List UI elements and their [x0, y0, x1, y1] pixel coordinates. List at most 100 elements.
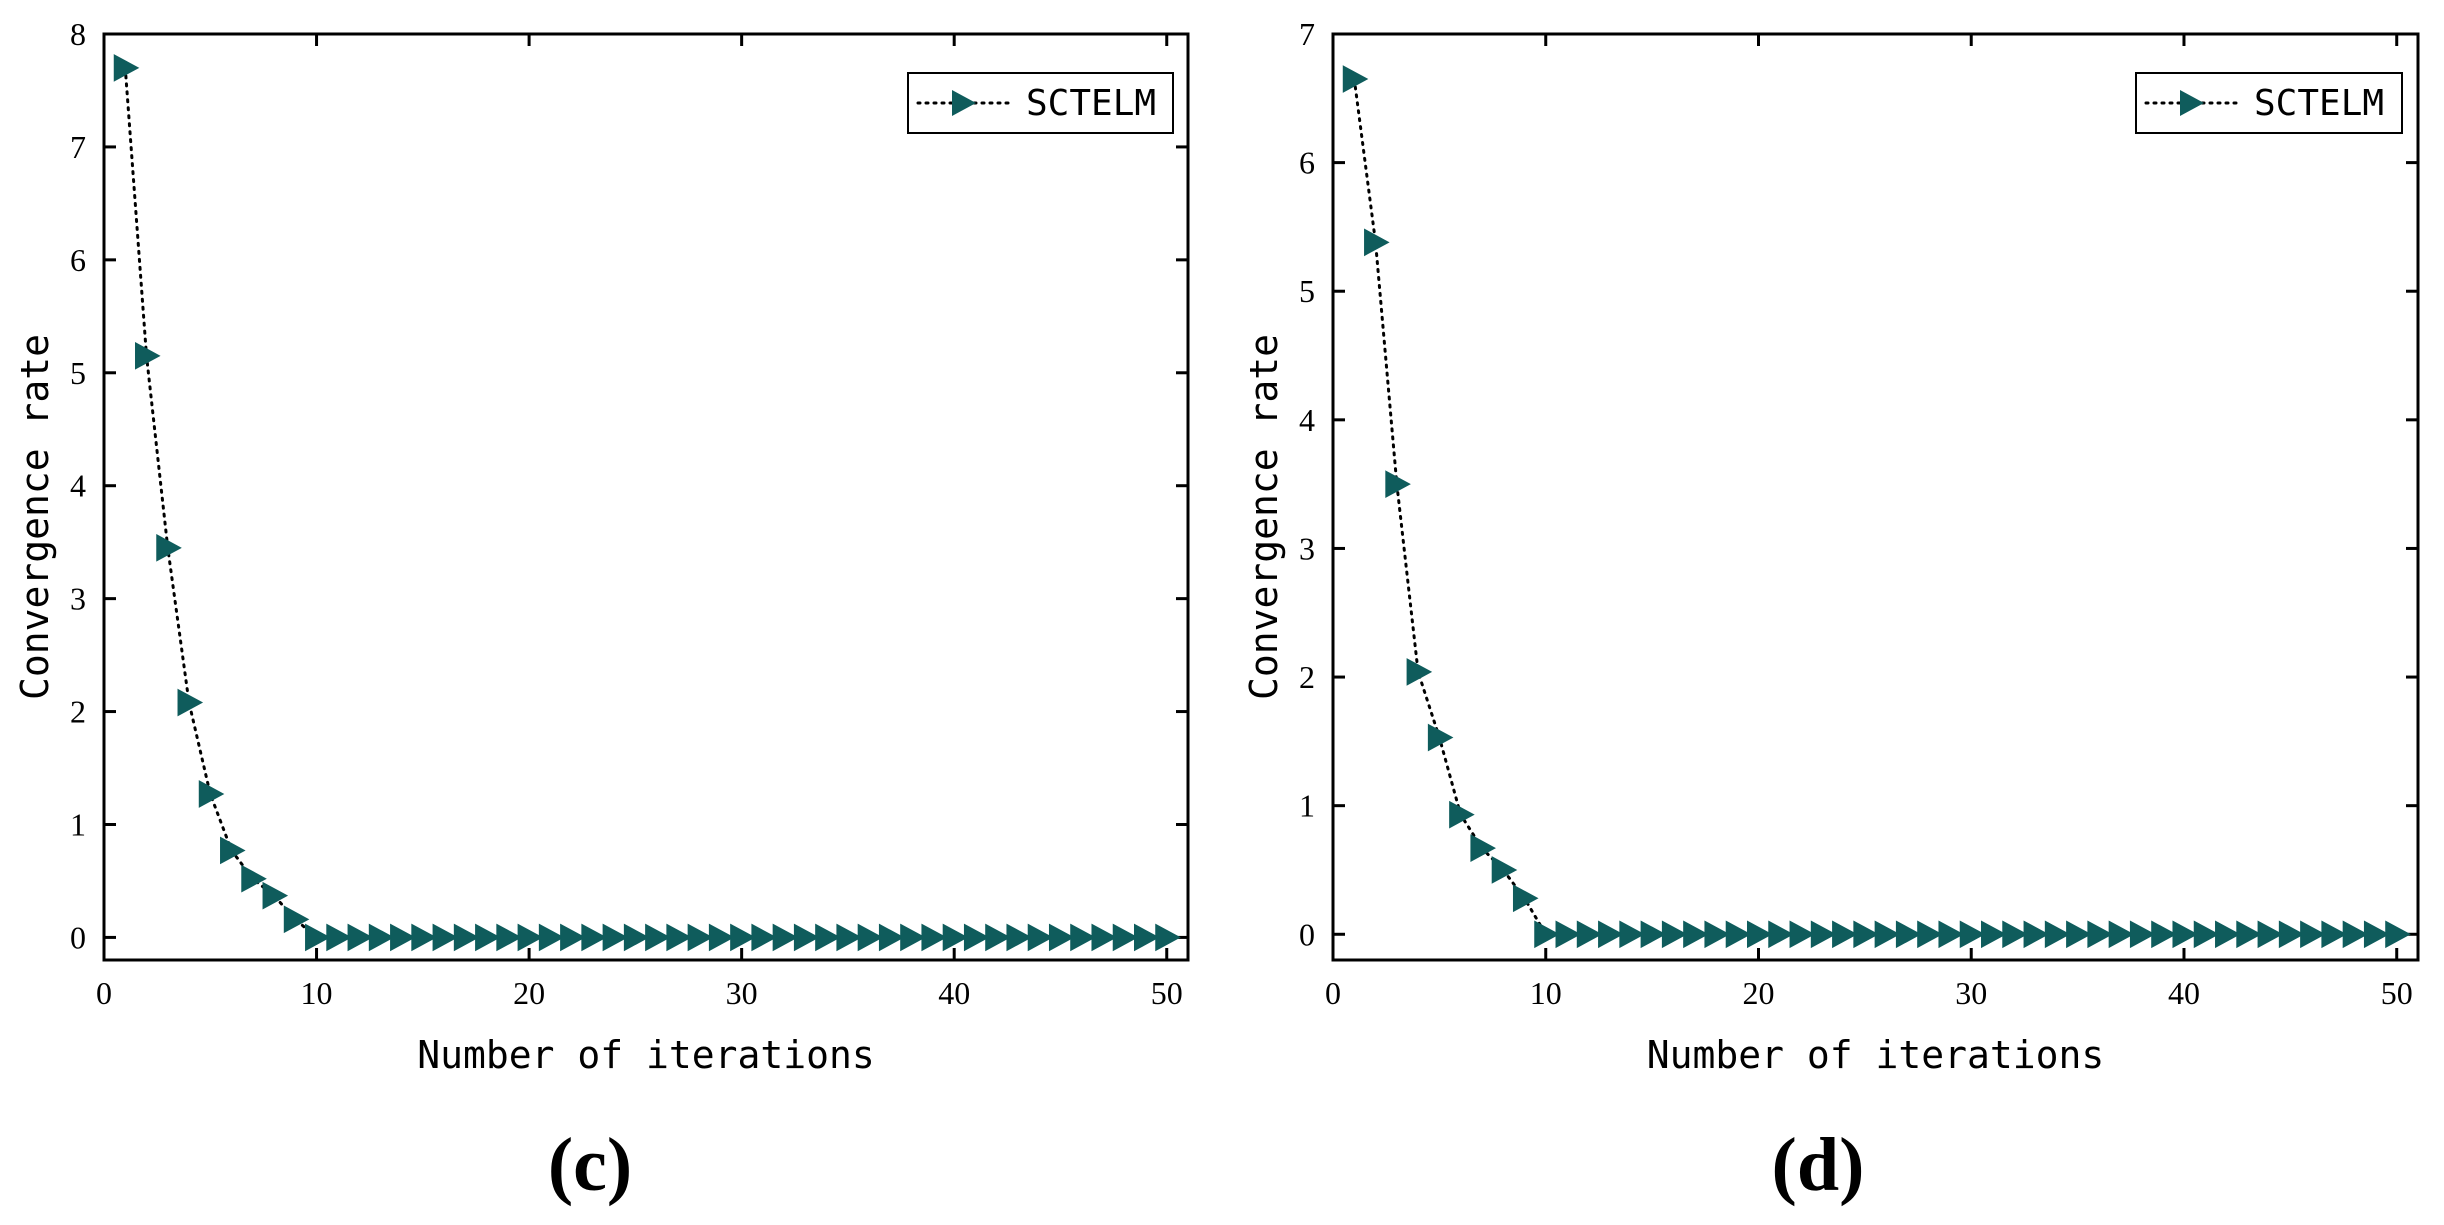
data-point-marker: [2087, 920, 2113, 949]
data-point-marker: [156, 533, 182, 562]
data-point-marker: [772, 923, 799, 952]
y-tick-label: 6: [1299, 145, 1315, 181]
data-point-marker: [963, 923, 990, 952]
data-point-marker: [921, 923, 947, 952]
data-point-marker: [1534, 920, 1560, 949]
data-point-marker: [538, 923, 565, 952]
y-tick-label: 1: [1299, 788, 1315, 824]
data-point-marker: [2236, 920, 2262, 949]
data-point-marker: [453, 923, 480, 952]
data-point-marker: [623, 923, 650, 952]
data-point-marker: [878, 923, 905, 952]
data-point-marker: [2044, 920, 2071, 949]
data-point-marker: [2363, 920, 2390, 949]
data-point-marker: [241, 864, 267, 893]
data-point-marker: [900, 923, 926, 952]
data-point-marker: [2300, 920, 2326, 949]
data-point-marker: [1725, 920, 1752, 949]
data-point-marker: [666, 923, 692, 952]
data-point-marker: [1981, 920, 2007, 949]
data-point-marker: [2385, 920, 2411, 949]
data-point-marker: [432, 923, 459, 952]
legend-marker-sample: [952, 90, 976, 116]
x-tick-label: 10: [301, 975, 333, 1011]
x-tick-label: 0: [96, 975, 112, 1011]
data-point-marker: [985, 923, 1011, 952]
y-tick-label: 2: [70, 694, 86, 730]
data-point-marker: [368, 923, 395, 952]
x-tick-label: 50: [2381, 975, 2413, 1011]
y-tick-label: 7: [70, 129, 86, 165]
data-point-marker: [1491, 856, 1518, 884]
data-point-marker: [1768, 920, 1794, 949]
data-point-marker: [1832, 920, 1858, 949]
data-point-marker: [2002, 920, 2028, 949]
data-point-marker: [2129, 920, 2156, 949]
y-tick-label: 0: [1299, 916, 1315, 952]
data-point-marker: [1027, 923, 1054, 952]
x-tick-label: 0: [1325, 975, 1341, 1011]
data-point-marker: [836, 923, 862, 952]
data-point-marker: [390, 923, 416, 952]
x-tick-label: 20: [1742, 975, 1774, 1011]
data-point-marker: [1874, 920, 1901, 949]
data-point-marker: [2193, 920, 2220, 949]
data-point-marker: [1364, 228, 1390, 257]
data-point-marker: [1133, 923, 1160, 952]
y-tick-label: 1: [70, 806, 86, 842]
data-point-marker: [645, 923, 671, 952]
data-point-marker: [262, 881, 289, 910]
x-tick-label: 20: [513, 975, 545, 1011]
data-point-marker: [198, 780, 225, 808]
data-point-marker: [2172, 920, 2199, 949]
x-tick-label: 40: [2168, 975, 2200, 1011]
data-point-marker: [283, 905, 310, 934]
y-tick-label: 5: [70, 355, 86, 391]
data-point-marker: [708, 923, 735, 952]
data-point-marker: [135, 342, 161, 370]
chart-panel-d: 0 10 20 30 40 50 0 1 2 3 4 5 6 7 Number of iterations C…: [1242, 16, 2420, 1207]
data-point-marker: [496, 923, 522, 952]
data-point-marker: [326, 923, 352, 952]
data-point-marker: [1449, 800, 1475, 829]
y-tick-label: 0: [70, 919, 86, 955]
data-point-marker: [815, 923, 841, 952]
series-line: [1352, 77, 2399, 936]
x-tick-label: 10: [1530, 975, 1562, 1011]
x-axis-label: Number of iterations: [417, 1033, 875, 1077]
data-point-marker: [1070, 923, 1096, 952]
plot-frame: [1331, 32, 2420, 962]
data-point-marker: [1006, 923, 1033, 952]
y-axis-label: Convergence rate: [13, 334, 57, 700]
data-point-marker: [2342, 920, 2369, 949]
data-point-marker: [2066, 920, 2092, 949]
data-point-marker: [1619, 920, 1645, 949]
data-point-marker: [1683, 920, 1709, 949]
data-point-marker: [1853, 920, 1879, 949]
series-line: [123, 66, 1169, 939]
y-axis-label: Convergence rate: [1242, 334, 1286, 700]
data-point-marker: [2023, 920, 2050, 949]
data-point-marker: [793, 923, 820, 952]
y-tick-label: 8: [70, 16, 86, 52]
data-point-marker: [1555, 920, 1582, 949]
data-point-marker: [2257, 920, 2284, 949]
data-point-marker: [857, 923, 884, 952]
data-point-marker: [411, 923, 437, 952]
data-point-marker: [1895, 920, 1922, 949]
x-tick-label: 30: [1955, 975, 1987, 1011]
data-point-marker: [2151, 920, 2177, 949]
data-point-marker: [1704, 920, 1730, 949]
y-tick-label: 4: [70, 468, 86, 504]
y-tick-label: 3: [1299, 530, 1315, 566]
data-point-marker: [1091, 923, 1118, 952]
data-point-marker: [1512, 884, 1539, 913]
legend-marker-sample: [2180, 90, 2204, 116]
data-point-marker: [177, 688, 204, 717]
data-point-marker: [1342, 65, 1369, 93]
data-point-marker: [602, 923, 629, 952]
data-point-marker: [687, 923, 714, 952]
data-point-marker: [2108, 920, 2135, 949]
data-point-marker: [1112, 923, 1139, 952]
